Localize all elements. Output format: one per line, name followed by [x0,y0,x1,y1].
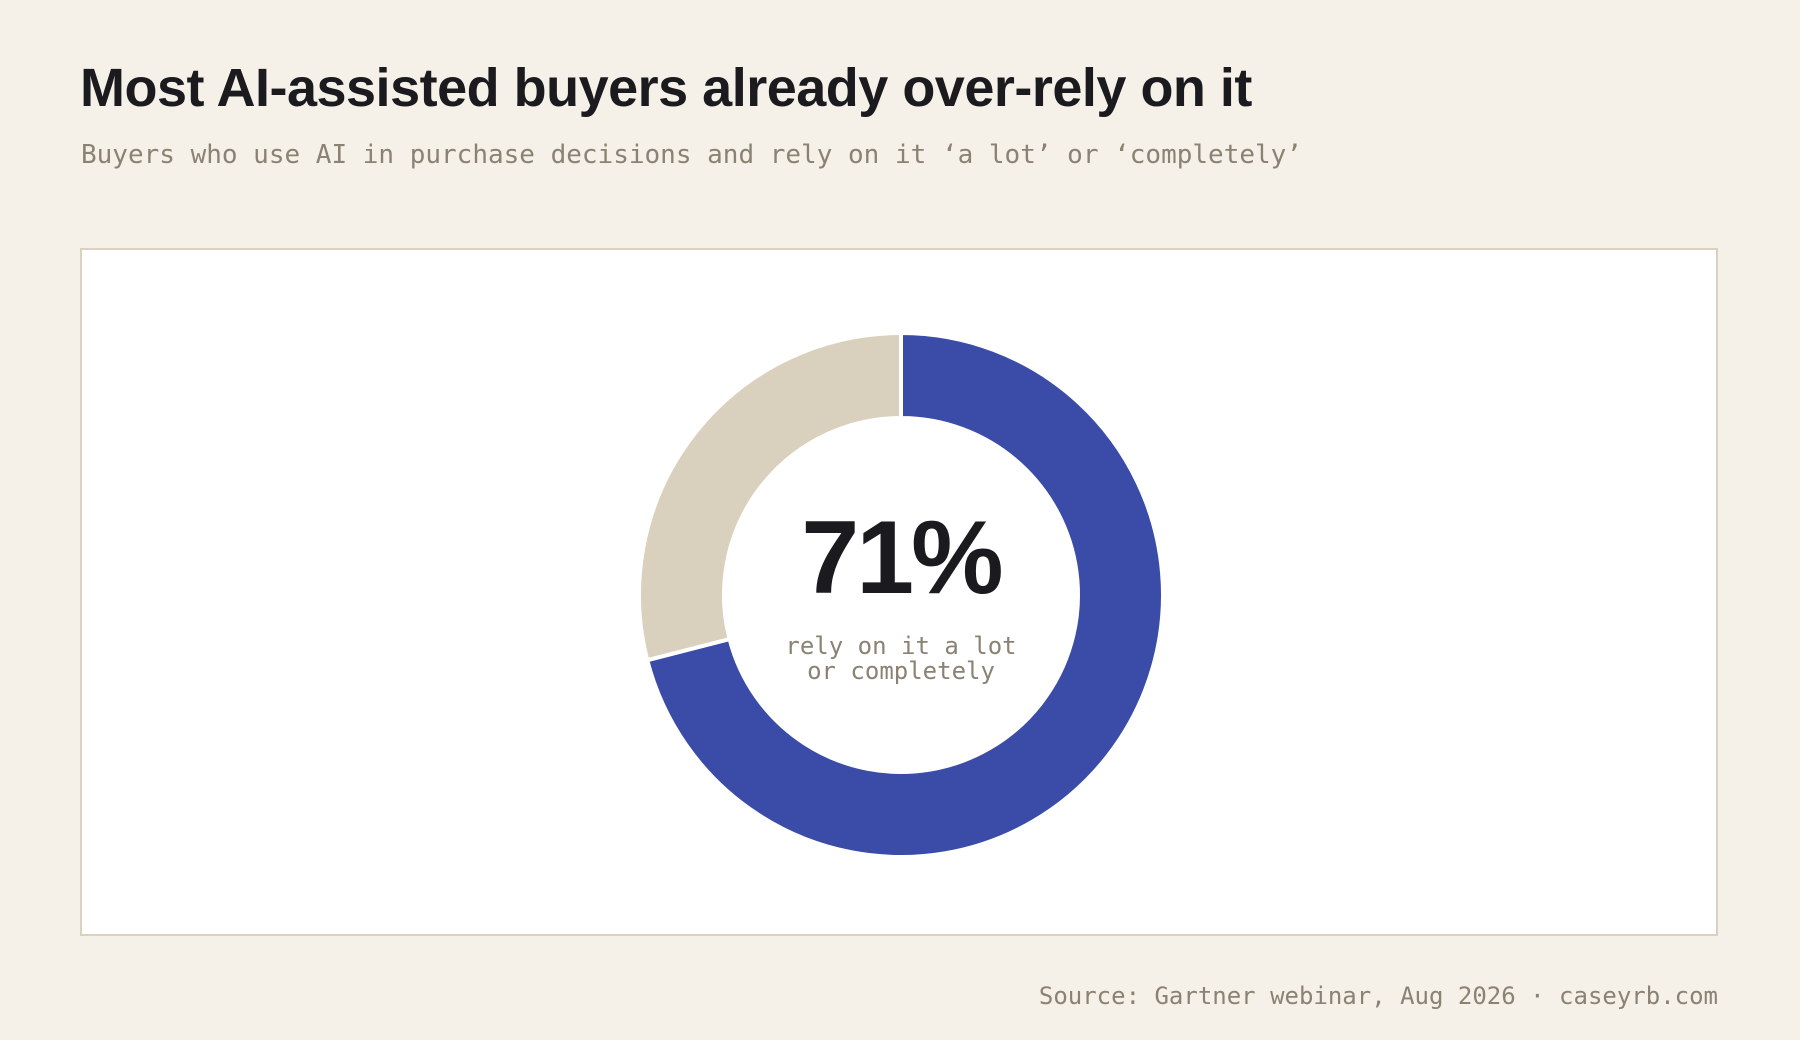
donut-slice-remainder [637,330,903,663]
donut-center-label: rely on it a lot or completely [785,632,1017,685]
donut-slice-rely [644,330,1165,859]
chart-panel: 71% rely on it a lot or completely [80,248,1718,936]
donut-center-value: 71% [801,500,1003,616]
chart-title: Most AI-assisted buyers already over-rel… [80,58,1252,118]
donut-chart [637,330,1165,859]
source-note: Source: Gartner webinar, Aug 2026 · case… [1038,982,1718,1010]
chart-subtitle: Buyers who use AI in purchase decisions … [81,140,1302,170]
